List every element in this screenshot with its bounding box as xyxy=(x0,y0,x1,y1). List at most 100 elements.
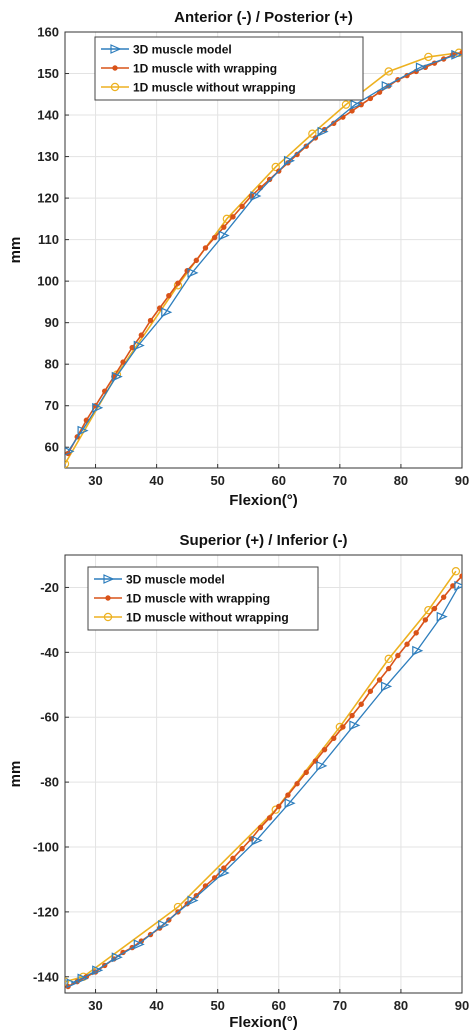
series-0 xyxy=(66,580,462,989)
legend-entry: 3D muscle model xyxy=(133,43,232,57)
data-point xyxy=(317,126,329,137)
x-tick-label: 50 xyxy=(210,473,224,488)
axis-ticks: 30 40 50 60 70 80 90 -140 -120 -100 -80 -60 -40 -20 xyxy=(33,580,469,1013)
y-tick-label: 90 xyxy=(45,315,59,330)
data-point xyxy=(251,835,263,846)
data-point xyxy=(111,371,123,382)
data-point xyxy=(381,681,393,692)
x-tick-label: 40 xyxy=(149,998,163,1013)
y-axis-label: mm xyxy=(7,237,24,264)
data-point xyxy=(221,224,227,230)
data-point xyxy=(341,100,351,109)
legend-box xyxy=(87,566,319,631)
legend-entry: 1D muscle with wrapping xyxy=(126,592,270,606)
legend-marker xyxy=(103,574,115,584)
data-point xyxy=(187,267,199,278)
x-tick-label: 80 xyxy=(394,473,408,488)
y-tick-label: 160 xyxy=(37,25,59,40)
data-point xyxy=(211,234,218,241)
data-point xyxy=(239,845,245,852)
data-point xyxy=(111,952,123,963)
chart-superior-inferior: 30 40 50 60 70 80 90 -140 -120 -100 -80 -60 -40 -20 Su… xyxy=(7,532,469,1030)
x-tick-label: 70 xyxy=(333,998,347,1013)
y-tick-label: -20 xyxy=(40,580,59,595)
y-tick-label: 80 xyxy=(45,357,59,372)
data-point xyxy=(147,317,154,324)
data-point xyxy=(358,701,364,707)
data-point xyxy=(271,162,280,172)
legend: 3D muscle model 1D muscle with wrapping 1D… xyxy=(87,566,319,631)
data-point xyxy=(424,605,433,615)
legend-entry: 3D muscle model xyxy=(126,573,225,587)
legend-entry: 1D muscle without wrapping xyxy=(126,611,289,625)
data-point xyxy=(412,645,424,656)
legend-marker xyxy=(110,44,122,54)
legend-entry: 1D muscle with wrapping xyxy=(133,62,277,76)
y-tick-label: 60 xyxy=(45,440,59,455)
x-tick-label: 80 xyxy=(394,998,408,1013)
data-point xyxy=(66,978,78,989)
data-point xyxy=(413,630,419,636)
data-point xyxy=(133,939,145,950)
data-point xyxy=(316,760,328,771)
data-point xyxy=(92,402,104,413)
data-point xyxy=(221,865,227,871)
y-tick-label: -40 xyxy=(40,645,59,660)
data-point xyxy=(422,617,429,623)
legend: 3D muscle model 1D muscle with wrapping 1D… xyxy=(94,36,364,101)
x-tick-label: 90 xyxy=(455,473,469,488)
y-tick-label: -120 xyxy=(33,904,59,919)
data-point xyxy=(133,340,145,351)
x-axis-label: Flexion(°) xyxy=(229,492,298,509)
data-point xyxy=(271,805,280,814)
data-point xyxy=(451,49,462,60)
data-point xyxy=(404,641,410,647)
plot-frame xyxy=(64,554,463,994)
chart-title: Superior (+) / Inferior (-) xyxy=(180,532,348,549)
x-tick-label: 70 xyxy=(333,473,347,488)
data-point xyxy=(175,280,181,286)
series-1 xyxy=(65,573,462,990)
y-tick-label: -100 xyxy=(33,840,59,855)
data-point xyxy=(386,665,392,672)
data-point xyxy=(331,735,337,742)
data-point xyxy=(440,594,447,600)
series-line xyxy=(65,51,460,465)
series-line xyxy=(70,585,460,984)
data-point xyxy=(77,973,89,984)
legend-entry: 1D muscle without wrapping xyxy=(133,81,296,95)
x-tick-label: 30 xyxy=(88,998,102,1013)
legend-marker xyxy=(105,595,111,601)
x-axis-label: Flexion(°) xyxy=(229,1014,298,1030)
series-2 xyxy=(65,48,462,468)
data-point xyxy=(285,792,291,798)
data-point xyxy=(395,652,401,659)
data-point xyxy=(436,611,448,622)
data-point xyxy=(120,359,126,365)
data-point xyxy=(349,720,361,731)
data-point xyxy=(257,824,264,831)
data-point xyxy=(202,245,209,251)
y-tick-label: 120 xyxy=(37,191,59,206)
data-point xyxy=(250,191,262,201)
data-point xyxy=(92,965,104,976)
axis-ticks: 30 40 50 60 70 80 90 60 70 80 90 100 110 120 130 140 150… xyxy=(37,25,469,489)
data-point xyxy=(239,203,245,210)
data-point xyxy=(266,176,273,183)
series-1 xyxy=(65,50,462,457)
y-tick-label: 100 xyxy=(37,274,59,289)
data-point xyxy=(424,52,433,62)
x-tick-label: 30 xyxy=(88,473,102,488)
y-tick-label: 70 xyxy=(45,398,59,413)
data-point xyxy=(166,292,172,299)
series-line xyxy=(67,54,457,452)
legend-marker xyxy=(112,65,118,71)
y-tick-label: -80 xyxy=(40,775,59,790)
data-point xyxy=(459,573,462,579)
data-point xyxy=(218,868,230,878)
data-point xyxy=(451,567,461,576)
data-point xyxy=(384,654,393,664)
data-point xyxy=(230,855,236,862)
data-point xyxy=(415,62,427,73)
data-point xyxy=(384,67,393,76)
